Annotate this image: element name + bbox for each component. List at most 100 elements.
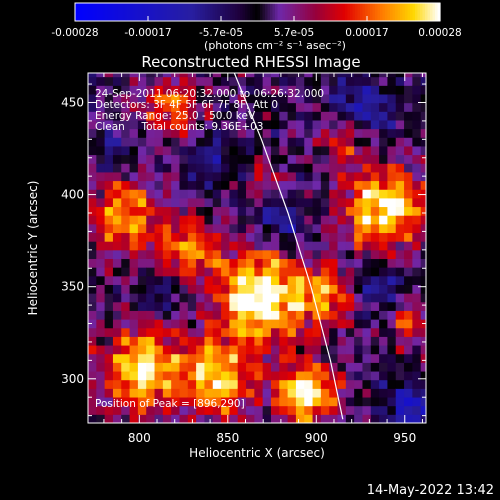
heatmap-cell [312, 223, 322, 234]
heatmap-cell [179, 310, 189, 320]
heatmap-cell [404, 215, 413, 225]
heatmap-cell [96, 275, 106, 285]
heatmap-cell [404, 197, 413, 208]
heatmap-cell [229, 223, 239, 234]
colorbar-cell [177, 3, 181, 21]
heatmap-cell [137, 397, 147, 407]
heatmap-cell [312, 345, 322, 355]
heatmap-cell [262, 258, 272, 268]
heatmap-cell [204, 171, 214, 182]
heatmap-cell [395, 249, 405, 259]
heatmap-cell [337, 275, 347, 285]
heatmap-cell [212, 241, 222, 251]
heatmap-cell [345, 189, 355, 199]
heatmap-cell [404, 111, 413, 121]
heatmap-cell [246, 171, 255, 182]
heatmap-cell [395, 180, 405, 190]
colorbar-cell [270, 3, 274, 21]
heatmap-cell [196, 180, 205, 190]
heatmap-cell [237, 267, 247, 277]
heatmap-cell [204, 128, 214, 138]
heatmap-cell [221, 76, 230, 86]
heatmap-cell [320, 180, 330, 190]
heatmap-cell [187, 301, 197, 311]
heatmap-cell [404, 379, 413, 389]
heatmap-cell [370, 353, 380, 363]
heatmap-cell [221, 345, 230, 355]
heatmap-cell [329, 249, 339, 259]
colorbar-cell [162, 3, 166, 21]
heatmap-cell [370, 267, 380, 277]
heatmap-cell [345, 154, 355, 164]
heatmap-cell [246, 310, 255, 320]
heatmap-cell [279, 137, 289, 147]
heatmap-cell [345, 362, 355, 372]
heatmap-cell [196, 154, 205, 164]
heatmap-cell [329, 258, 339, 268]
heatmap-cell [121, 284, 131, 294]
heatmap-cell [146, 249, 156, 259]
heatmap-cell [420, 310, 426, 320]
heatmap-cell [279, 405, 289, 415]
colorbar-cell [390, 3, 394, 21]
heatmap-cell [179, 94, 189, 104]
colorbar-cell [307, 3, 311, 21]
heatmap-cell [420, 249, 426, 259]
heatmap-cell [154, 128, 164, 138]
heatmap-cell [212, 371, 222, 381]
heatmap-cell [270, 197, 280, 208]
heatmap-cell [146, 319, 156, 329]
heatmap-cell [137, 189, 147, 199]
colorbar-cell [160, 3, 164, 21]
heatmap-cell [262, 319, 272, 329]
heatmap-cell [96, 171, 106, 182]
heatmap-cell [279, 345, 289, 355]
heatmap-cell [229, 163, 239, 173]
heatmap-cell [404, 405, 413, 415]
heatmap-cell [304, 310, 314, 320]
heatmap-cell [254, 336, 264, 346]
heatmap-cell [379, 241, 388, 251]
heatmap-cell [96, 232, 106, 242]
heatmap-cell [196, 310, 205, 320]
heatmap-cell [112, 275, 122, 285]
heatmap-cell [129, 85, 139, 95]
heatmap-cell [337, 73, 347, 78]
heatmap-cell [270, 293, 280, 303]
heatmap-cell [329, 241, 339, 251]
heatmap-cell [96, 137, 106, 147]
heatmap-cell [379, 73, 388, 78]
heatmap-cell [212, 327, 222, 337]
heatmap-cell [279, 414, 289, 423]
heatmap-cell [96, 284, 106, 294]
heatmap-cell [262, 215, 272, 225]
heatmap-cell [337, 215, 347, 225]
heatmap-cell [121, 223, 131, 234]
heatmap-cell [154, 137, 164, 147]
heatmap-cell [112, 336, 122, 346]
heatmap-cell [295, 137, 305, 147]
heatmap-cell [121, 275, 131, 285]
heatmap-cell [88, 223, 97, 234]
heatmap-cell [112, 353, 122, 363]
heatmap-cell [179, 267, 189, 277]
heatmap-cell [221, 232, 230, 242]
heatmap-cell [237, 189, 247, 199]
heatmap-cell [254, 284, 264, 294]
colorbar-cell [342, 3, 346, 21]
heatmap-cell [337, 154, 347, 164]
colorbar-cell [320, 3, 324, 21]
heatmap-cell [129, 206, 139, 216]
heatmap-cell [387, 397, 397, 407]
heatmap-cell [329, 145, 339, 156]
heatmap-cell [221, 137, 230, 147]
colorbar-cell [392, 3, 396, 21]
heatmap-cell [279, 215, 289, 225]
heatmap-cell [162, 76, 172, 86]
heatmap-cell [304, 249, 314, 259]
heatmap-cell [262, 327, 272, 337]
heatmap-cell [212, 180, 222, 190]
heatmap-cell [212, 154, 222, 164]
heatmap-cell [354, 206, 363, 216]
heatmap-cell [312, 310, 322, 320]
